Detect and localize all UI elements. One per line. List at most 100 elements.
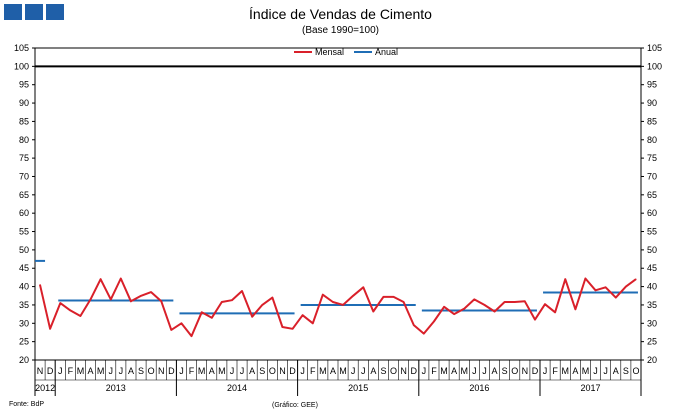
y-tick-label-right: 25 (647, 337, 657, 347)
y-tick-label-left: 90 (19, 98, 29, 108)
y-tick-label-right: 95 (647, 80, 657, 90)
mensal-point (514, 301, 516, 303)
x-month-label: J (593, 366, 598, 376)
mensal-point (463, 308, 465, 310)
x-month-label: F (431, 366, 437, 376)
x-month-label: F (552, 366, 558, 376)
x-month-label: D (168, 366, 175, 376)
y-tick-label-left: 45 (19, 263, 29, 273)
x-month-label: O (511, 366, 518, 376)
x-month-label: A (572, 366, 578, 376)
mensal-point (231, 299, 233, 301)
x-month-label: J (482, 366, 487, 376)
x-month-label: O (390, 366, 397, 376)
x-month-label: M (97, 366, 105, 376)
mensal-point (554, 311, 556, 313)
mensal-point (564, 278, 566, 280)
x-month-label: A (613, 366, 619, 376)
logo-block (46, 4, 64, 20)
x-month-label: M (461, 366, 469, 376)
x-month-label: J (543, 366, 548, 376)
mensal-point (342, 304, 344, 306)
logo-block (4, 4, 22, 20)
mensal-point (110, 298, 112, 301)
y-tick-label-right: 45 (647, 263, 657, 273)
x-month-label: D (47, 366, 54, 376)
y-tick-label-right: 40 (647, 282, 657, 292)
x-month-label: J (109, 366, 114, 376)
y-tick-label-right: 50 (647, 245, 657, 255)
x-month-label: M (440, 366, 448, 376)
mensal-point (120, 277, 122, 280)
y-tick-label-left: 70 (19, 171, 29, 181)
mensal-point (493, 310, 496, 313)
x-month-label: A (128, 366, 134, 376)
mensal-point (190, 335, 193, 337)
mensal-point (100, 278, 102, 280)
mensal-point (433, 320, 435, 323)
mensal-point (382, 296, 385, 298)
mensal-point (291, 328, 294, 330)
x-year-label: 2013 (106, 383, 126, 393)
mensal-point (605, 286, 607, 288)
mensal-point (392, 296, 395, 298)
y-tick-label-right: 70 (647, 171, 657, 181)
x-year-label: 2014 (227, 383, 247, 393)
mensal-point (59, 302, 61, 304)
x-month-label: A (249, 366, 255, 376)
mensal-point (271, 297, 273, 299)
y-tick-label-left: 85 (19, 116, 29, 126)
y-tick-label-right: 75 (647, 153, 657, 163)
plot-frame (34, 47, 642, 361)
mensal-point (241, 290, 243, 292)
y-tick-label-left: 60 (19, 208, 29, 218)
x-month-label: F (310, 366, 316, 376)
x-month-label: N (400, 366, 407, 376)
y-tick-label-left: 65 (19, 190, 29, 200)
y-tick-label-left: 30 (19, 318, 29, 328)
mensal-point (140, 295, 142, 297)
y-tick-label-left: 25 (19, 337, 29, 347)
mensal-point (584, 277, 587, 280)
mensal-point (69, 309, 71, 312)
x-month-label: M (319, 366, 327, 376)
x-month-label: J (179, 366, 184, 376)
y-tick-label-left: 35 (19, 300, 29, 310)
x-month-label: A (88, 366, 94, 376)
y-tick-label-left: 80 (19, 135, 29, 145)
mensal-point (524, 300, 526, 302)
mensal-point (322, 294, 324, 296)
mensal-point (473, 298, 475, 301)
mensal-point (312, 322, 314, 324)
y-tick-label-right: 80 (647, 135, 657, 145)
y-tick-label-right: 85 (647, 116, 657, 126)
x-month-label: A (330, 366, 336, 376)
chart-title: Índice de Vendas de Cimento (249, 6, 432, 22)
mensal-point (403, 301, 405, 303)
x-month-label: M (77, 366, 85, 376)
y-tick-label-right: 55 (647, 227, 657, 237)
mensal-point (221, 301, 223, 303)
x-month-label: A (209, 366, 215, 376)
mensal-point (534, 319, 536, 321)
mensal-point (160, 300, 162, 302)
x-month-label: M (198, 366, 206, 376)
y-tick-label-left: 20 (19, 355, 29, 365)
y-tick-label-right: 30 (647, 318, 657, 328)
x-month-label: J (603, 366, 608, 376)
mensal-point (483, 304, 486, 306)
x-month-label: F (189, 366, 195, 376)
x-month-label: S (623, 366, 629, 376)
mensal-point (39, 284, 41, 286)
mensal-point (574, 308, 576, 310)
legend-label-mensal: Mensal (315, 47, 344, 57)
x-month-label: A (370, 366, 376, 376)
x-month-label: O (632, 366, 639, 376)
x-month-label: S (259, 366, 265, 376)
y-tick-label-right: 100 (647, 61, 662, 71)
mensal-point (413, 324, 415, 326)
x-month-label: M (562, 366, 570, 376)
x-year-label: 2012 (35, 383, 55, 393)
x-month-label: O (148, 366, 155, 376)
